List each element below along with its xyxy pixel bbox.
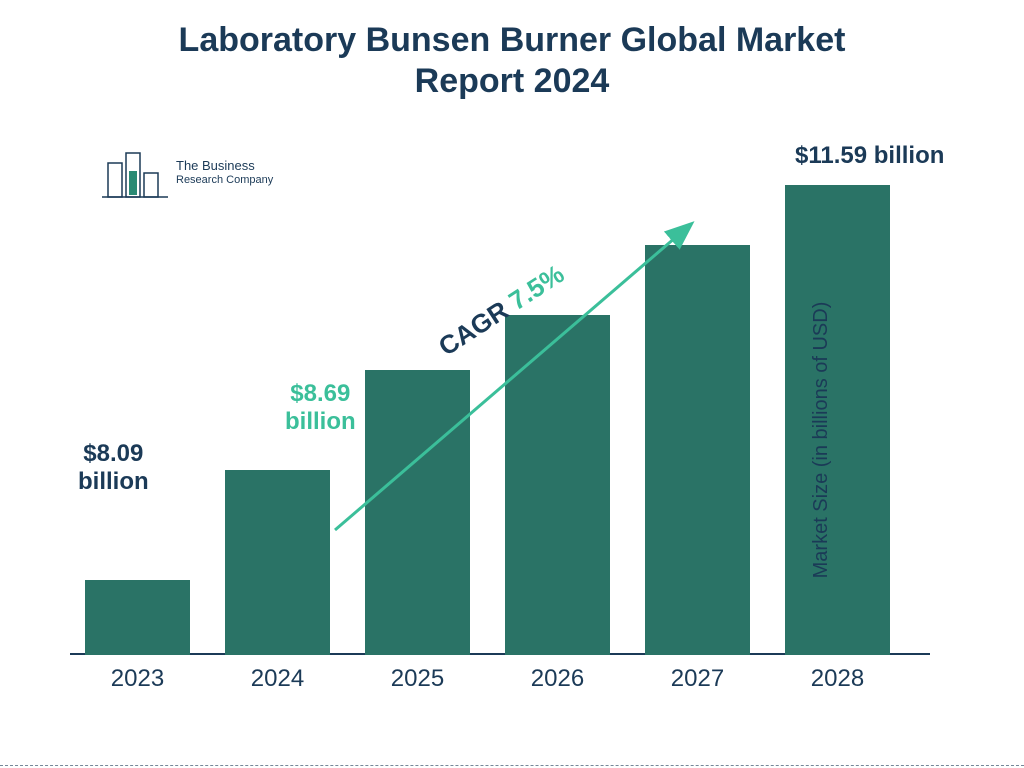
title-line2: Report 2024 — [0, 61, 1024, 102]
logo-line1: The Business — [176, 159, 273, 174]
bar — [225, 470, 330, 655]
bar-chart: Market Size (in billions of USD) 2023 202… — [70, 180, 930, 700]
value-label: $11.59 billion — [795, 142, 944, 170]
x-tick-label: 2028 — [775, 665, 900, 693]
bar — [505, 315, 610, 655]
y-axis-label: Market Size (in billions of USD) — [810, 302, 833, 579]
x-tick-label: 2027 — [635, 665, 760, 693]
bar — [785, 185, 890, 655]
chart-title: Laboratory Bunsen Burner Global Market R… — [0, 20, 1024, 102]
footer-dashed-line — [0, 765, 1024, 766]
title-line1: Laboratory Bunsen Burner Global Market — [0, 20, 1024, 61]
plot-area — [70, 180, 930, 655]
x-tick-label: 2023 — [75, 665, 200, 693]
value-label: $8.69billion — [285, 380, 356, 435]
bar — [85, 580, 190, 655]
value-label: $8.09billion — [78, 440, 149, 495]
x-tick-label: 2024 — [215, 665, 340, 693]
x-tick-label: 2026 — [495, 665, 620, 693]
x-tick-label: 2025 — [355, 665, 480, 693]
page-root: Laboratory Bunsen Burner Global Market R… — [0, 0, 1024, 768]
bar — [365, 370, 470, 655]
bar — [645, 245, 750, 655]
